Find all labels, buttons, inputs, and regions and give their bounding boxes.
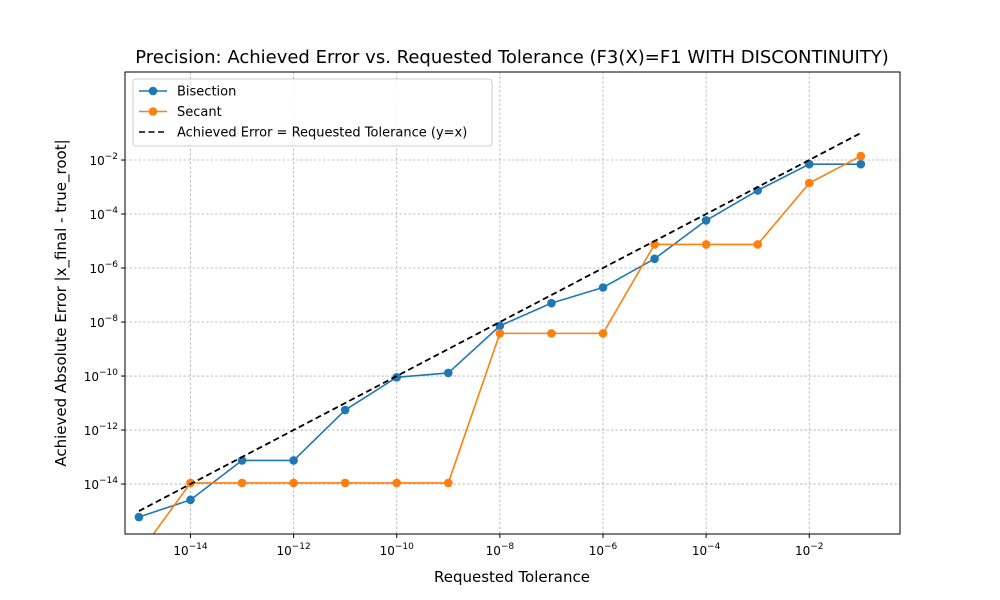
bisection-point [237,456,247,465]
secant-point [289,478,298,488]
legend-box [132,78,493,147]
bisection-point [186,495,195,505]
grid [125,72,900,534]
legend-marker-bisection [148,86,158,96]
legend: Bisection Secant Achieved Error = Requeste… [132,78,493,147]
secant-point [701,240,711,249]
y-tick-label: 10−2 [89,152,118,168]
x-axis: 10−14 10−12 10−10 10−8 10−6 10−4 10−2 [173,534,824,558]
bisection-point [701,216,711,225]
secant-point [856,151,866,161]
series-layer [134,132,866,534]
y-tick-label: 10−14 [84,476,119,492]
bisection-point [134,512,144,522]
bisection-point [650,254,659,264]
y-tick-label: 10−10 [84,368,119,384]
y-tick-label: 10−12 [84,422,118,438]
x-axis-title: Requested Tolerance [434,568,590,586]
y-tick-label: 10−8 [89,314,118,330]
secant-point [444,478,453,488]
chart-title: Precision: Achieved Error vs. Requested … [135,47,889,68]
secant-point [753,240,762,249]
x-tick-label: 10−14 [173,542,208,558]
plot-frame [124,71,901,535]
x-tick-label: 10−6 [589,542,618,558]
legend-marker-secant [148,107,158,116]
bisection-point [289,456,298,465]
bisection-point [392,372,402,382]
secant-point [804,178,814,188]
bisection-point [547,298,556,308]
legend-label-bisection: Bisection [177,85,236,100]
x-tick-label: 10−8 [486,542,515,558]
y-axis-title: Achieved Absolute Error |x_final - true_… [52,139,71,466]
secant-point [340,478,350,488]
x-tick-label: 10−2 [795,542,824,558]
achieved-error-requested-tolerance-y-x-line [138,132,862,512]
bisection-point [856,159,866,169]
x-tick-label: 10−12 [276,542,310,558]
y-tick-label: 10−4 [89,206,118,222]
y-tick-label: 10−6 [89,260,118,276]
y-axis: 10−14 10−12 10−10 10−8 10−6 10−4 10−2 [84,152,125,492]
secant-point [237,478,247,488]
x-tick-label: 10−10 [380,542,415,558]
secant-point [186,478,195,488]
bisection-point [598,283,608,292]
series-secant [152,151,866,534]
secant-point [495,329,505,338]
bisection-point [444,368,453,378]
series-achieved-error-requested-tolerance-y-x [138,132,862,512]
secant-point [392,478,402,488]
x-tick-label: 10−4 [692,542,721,558]
legend-label-secant: Secant [177,105,222,120]
bisection-point [340,405,350,415]
secant-point [598,329,608,338]
legend-label-achieved-error-requested-tolerance-y-x: Achieved Error = Requested Tolerance (y=… [177,126,467,141]
secant-point [547,329,556,338]
